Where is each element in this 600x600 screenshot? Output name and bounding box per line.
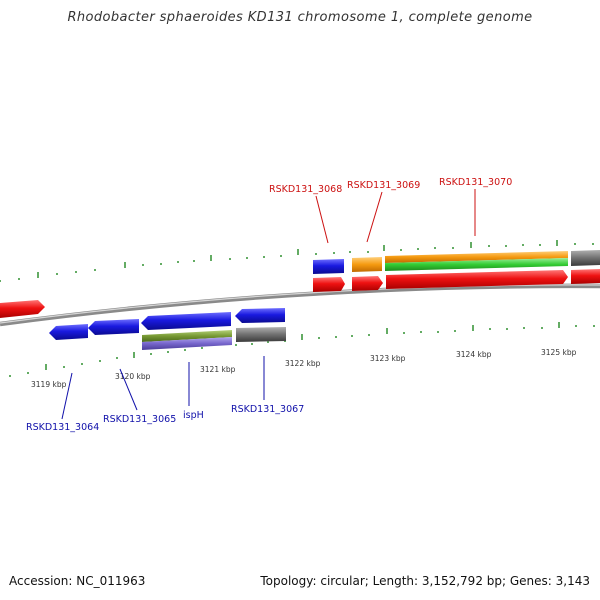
gene-label-rskd131-3069[interactable]: RSKD131_3069 <box>347 180 420 191</box>
label-leaders-top <box>315 189 476 244</box>
upper-tick-track <box>0 240 594 282</box>
gene-block-grey[interactable] <box>571 250 600 266</box>
gene-arrow-forward[interactable] <box>0 300 45 318</box>
gene-block-violet[interactable] <box>142 337 232 350</box>
chromosome-backbone-highlight <box>0 284 600 324</box>
gene-block-grey[interactable] <box>236 327 286 342</box>
gene-block-green[interactable] <box>385 258 568 271</box>
map-title: Rhodobacter sphaeroides KD131 chromosome… <box>67 10 533 25</box>
label-leaders-bottom <box>61 356 265 420</box>
scale-label: 3119 kbp <box>31 380 67 389</box>
forward-features <box>0 250 600 318</box>
scale-label: 3122 kbp <box>285 359 321 368</box>
gene-arrow-forward[interactable] <box>386 270 568 289</box>
gene-block-orange[interactable] <box>352 257 382 272</box>
gene-label-rskd131-3065[interactable]: RSKD131_3065 <box>103 414 176 425</box>
gene-arrow-reverse[interactable] <box>141 312 231 330</box>
gene-block-blue[interactable] <box>313 259 344 274</box>
gene-labels-top: RSKD131_3068 RSKD131_3069 RSKD131_3070 <box>269 177 512 195</box>
gene-label-rskd131-3064[interactable]: RSKD131_3064 <box>26 422 99 433</box>
scale-label: 3125 kbp <box>541 348 577 357</box>
gene-arrow-forward[interactable] <box>352 276 383 291</box>
scale-label: 3121 kbp <box>200 365 236 374</box>
gene-block-olive[interactable] <box>142 330 232 342</box>
gene-block-orange[interactable] <box>385 251 568 263</box>
scale-label: 3123 kbp <box>370 354 406 363</box>
scale-label: 3120 kbp <box>115 372 151 381</box>
genome-info-text: Topology: circular; Length: 3,152,792 bp… <box>260 574 590 588</box>
scale-labels: 3119 kbp 3120 kbp 3121 kbp 3122 kbp 3123… <box>31 348 577 389</box>
gene-arrow-forward[interactable] <box>313 277 345 292</box>
gene-arrow-reverse[interactable] <box>88 319 139 335</box>
scale-label: 3124 kbp <box>456 350 492 359</box>
gene-labels-bottom: RSKD131_3064 RSKD131_3065 ispH RSKD131_3… <box>26 404 304 433</box>
gene-arrow-reverse[interactable] <box>49 324 88 340</box>
gene-label-rskd131-3067[interactable]: RSKD131_3067 <box>231 404 304 415</box>
gene-label-rskd131-3068[interactable]: RSKD131_3068 <box>269 184 342 195</box>
chromosome-backbone <box>0 283 600 327</box>
gene-arrow-forward[interactable] <box>571 269 600 284</box>
gene-arrow-reverse[interactable] <box>235 308 285 323</box>
gene-label-isph[interactable]: ispH <box>183 410 204 421</box>
reverse-features <box>49 308 286 350</box>
gene-label-rskd131-3070[interactable]: RSKD131_3070 <box>439 177 512 188</box>
accession-text: Accession: NC_011963 <box>9 574 146 588</box>
